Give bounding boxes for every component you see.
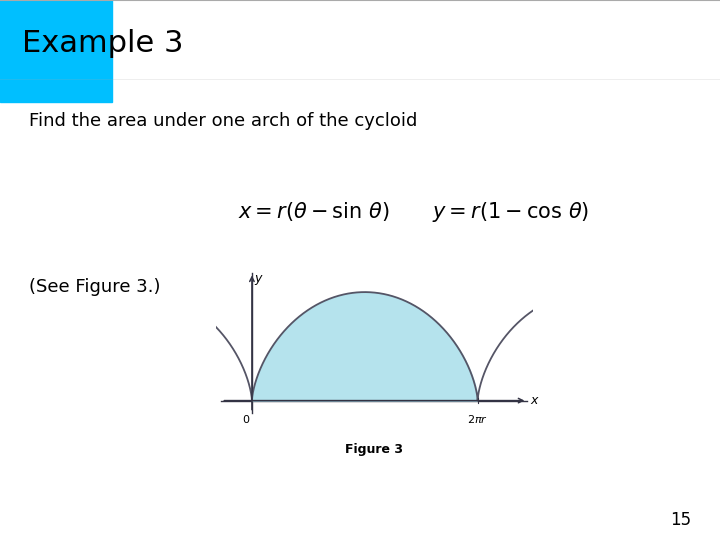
- Text: $\mathit{y} = \mathit{r}(1 - \cos\,\theta)$: $\mathit{y} = \mathit{r}(1 - \cos\,\thet…: [432, 200, 589, 224]
- Bar: [0, 0, 112, 102]
- Text: Example 3: Example 3: [22, 30, 183, 58]
- Text: $0$: $0$: [242, 413, 251, 424]
- Text: $2\pi r$: $2\pi r$: [467, 413, 488, 424]
- Text: $\mathit{x} = \mathit{r}(\theta - \sin\,\theta)$: $\mathit{x} = \mathit{r}(\theta - \sin\,…: [238, 200, 389, 222]
- Text: Figure 3: Figure 3: [346, 443, 403, 456]
- Text: $y$: $y$: [254, 273, 264, 287]
- Text: (See Figure 3.): (See Figure 3.): [29, 278, 161, 296]
- Text: Find the area under one arch of the cycloid: Find the area under one arch of the cycl…: [29, 112, 417, 130]
- Text: $x$: $x$: [530, 394, 540, 407]
- Text: 15: 15: [670, 511, 691, 529]
